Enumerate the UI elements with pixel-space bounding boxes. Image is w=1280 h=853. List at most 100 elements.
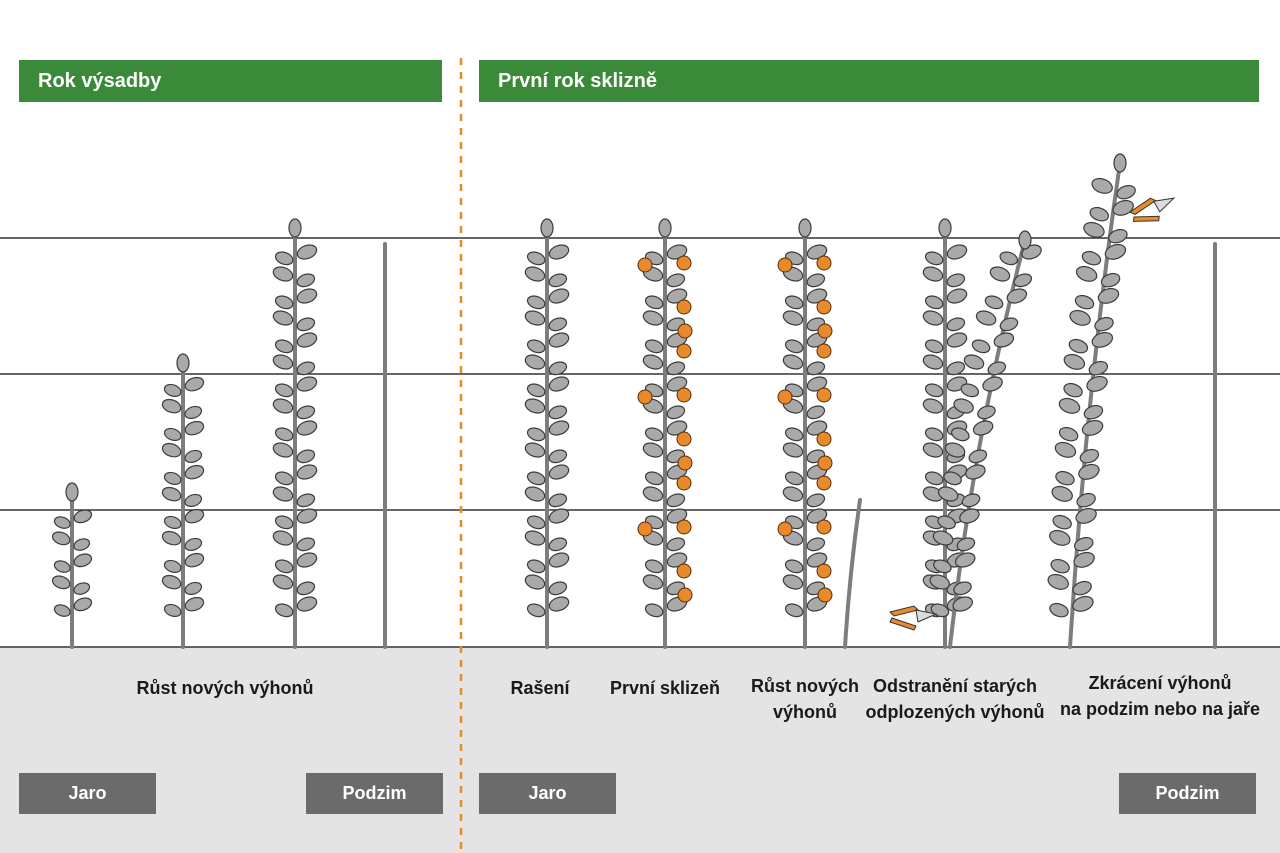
berry <box>676 255 692 271</box>
leaf <box>548 537 568 552</box>
cane-tip-leaf <box>1018 230 1032 250</box>
shears-handle <box>889 617 917 631</box>
leaf <box>274 603 294 618</box>
leaf <box>782 310 804 326</box>
raspberry-cane <box>524 218 570 649</box>
leaf <box>296 376 318 392</box>
leaf <box>296 361 316 376</box>
leaf <box>274 295 294 310</box>
raspberry-cane <box>51 482 93 649</box>
berry <box>676 387 692 403</box>
leaf <box>1088 360 1109 376</box>
leaf <box>933 559 952 574</box>
leaf <box>526 603 546 618</box>
leaf <box>924 471 944 486</box>
leaf <box>784 603 804 618</box>
caption-remove-line2: odplozených výhonů <box>865 702 1045 722</box>
raspberry-cane <box>272 218 318 649</box>
caption-remove-old-canes: Odstranění starých odplozených výhonů <box>860 673 1050 725</box>
caption-new-shoot-growth: Růst nových výhonů <box>136 678 314 698</box>
berry <box>676 563 692 579</box>
season-spring-left: Jaro <box>19 773 156 814</box>
leaf <box>296 332 318 348</box>
header-first-harvest-year: První rok sklizně <box>479 60 1259 102</box>
leaf <box>163 603 182 618</box>
berry <box>637 257 653 273</box>
leaf <box>1091 331 1114 348</box>
leaf <box>53 604 71 617</box>
leaf <box>53 560 71 573</box>
leaf <box>642 310 664 326</box>
leaf <box>184 464 205 480</box>
leaf <box>1074 536 1094 552</box>
leaf <box>548 288 570 304</box>
pruning-shears-layer <box>889 197 1176 631</box>
berry <box>676 431 692 447</box>
leaf <box>184 552 205 568</box>
leaf <box>51 531 71 546</box>
leaf <box>806 405 826 420</box>
leaf <box>1075 265 1098 282</box>
leaf <box>1072 595 1094 612</box>
leaf <box>1089 206 1109 222</box>
leaf <box>526 339 546 354</box>
leaf <box>999 251 1019 266</box>
cane-tip-leaf <box>288 218 302 238</box>
leaf <box>644 339 664 354</box>
shears-handle <box>889 605 919 617</box>
berry <box>816 563 832 579</box>
raspberry-cane <box>1047 153 1136 649</box>
leaf <box>965 464 986 480</box>
leaf <box>548 420 570 436</box>
cane-tip-leaf <box>938 218 952 238</box>
leaf <box>971 339 991 354</box>
berry <box>777 389 793 405</box>
leaf <box>642 486 664 502</box>
leaf <box>548 405 568 420</box>
leaf <box>272 530 294 546</box>
leaf <box>524 354 546 370</box>
leaf <box>784 427 804 442</box>
shears-handle <box>1132 215 1160 222</box>
shears-blade <box>1152 197 1176 213</box>
leaf <box>296 464 318 480</box>
leaf <box>272 310 294 326</box>
leaf <box>184 493 203 508</box>
leaf <box>951 427 970 442</box>
berry <box>676 475 692 491</box>
leaf <box>1116 184 1136 200</box>
leaf <box>526 427 546 442</box>
leaf <box>548 508 570 524</box>
leaf <box>274 339 294 354</box>
cane-tip-leaf <box>1113 153 1127 173</box>
leaf <box>1076 492 1096 508</box>
leaf <box>548 493 568 508</box>
cane-tip-leaf <box>658 218 672 238</box>
leaf <box>296 596 318 612</box>
leaf <box>666 493 686 508</box>
leaf <box>296 537 316 552</box>
leaf <box>51 575 71 590</box>
leaf <box>548 376 570 392</box>
leaf <box>924 383 944 398</box>
leaf <box>959 508 980 524</box>
leaf <box>548 552 570 568</box>
leaf <box>272 354 294 370</box>
leaf <box>1047 573 1069 590</box>
leaf <box>184 449 203 464</box>
leaf <box>73 538 91 551</box>
leaf <box>937 515 956 530</box>
caption-new-shoots-line2: výhonů <box>772 702 837 722</box>
leaf <box>1069 309 1091 326</box>
raspberry-cane <box>929 230 1042 649</box>
caption-budding: Rašení <box>510 678 570 698</box>
leaf <box>977 405 996 420</box>
leaf <box>972 420 994 436</box>
leaf <box>184 405 203 420</box>
leaf <box>274 251 294 266</box>
leaf <box>1006 288 1028 304</box>
cane-stem <box>843 498 862 649</box>
leaf <box>1083 221 1105 238</box>
berry <box>677 323 693 339</box>
leaf <box>296 273 316 288</box>
